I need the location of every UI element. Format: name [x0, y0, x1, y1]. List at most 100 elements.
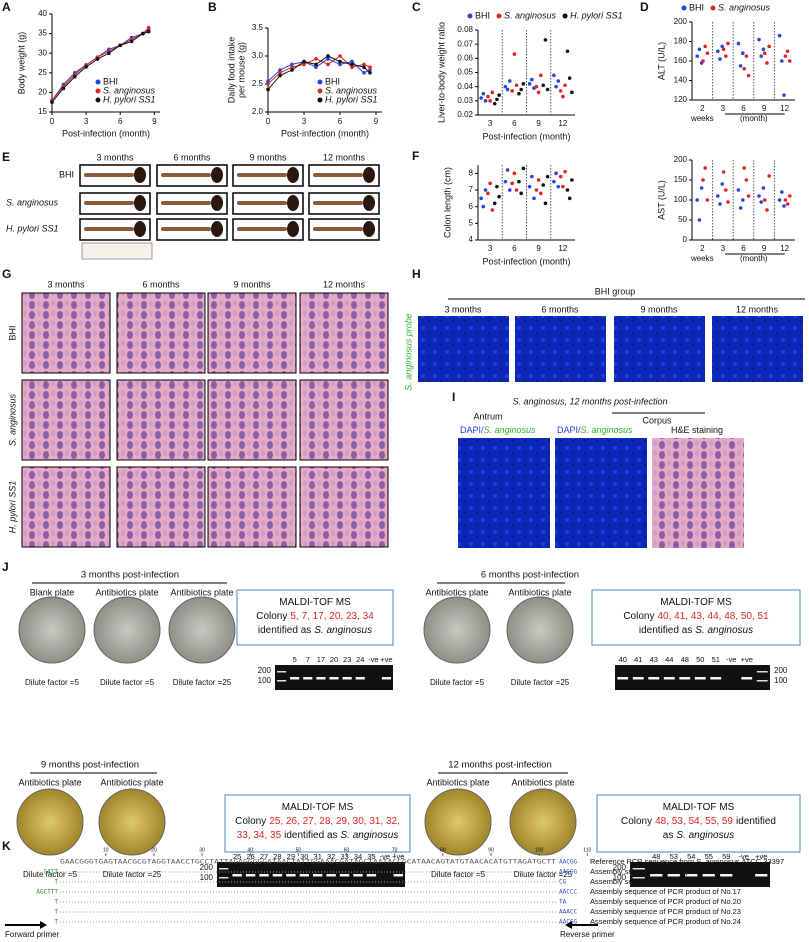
panel-label: G	[2, 267, 11, 281]
x-tick-label: 9	[762, 244, 767, 253]
dilute-label: Dilute factor =25	[511, 678, 570, 687]
dot	[510, 181, 514, 186]
ruler-label: 10	[103, 847, 109, 853]
group-title: BHI group	[595, 286, 636, 296]
point	[302, 59, 306, 64]
x-axis-title: Post-infection (month)	[482, 256, 570, 266]
point	[368, 68, 372, 72]
dot	[490, 90, 495, 95]
histology-image	[116, 292, 206, 374]
maldi-part: S. anginosus	[695, 625, 753, 636]
histology-image	[207, 379, 297, 461]
dot	[507, 79, 512, 83]
band	[245, 874, 256, 877]
dot	[742, 166, 746, 170]
maldi-part: 40, 41, 43, 44, 48, 50, 51	[657, 611, 769, 622]
cecum	[287, 195, 299, 211]
dot	[492, 201, 497, 206]
point	[350, 59, 354, 64]
dot	[759, 200, 764, 204]
x-tick-label: 3	[84, 117, 89, 126]
colon	[313, 173, 363, 177]
maldi-text: Colony 5, 7, 17, 20, 23, 34	[256, 611, 374, 622]
x-tick-label: 12	[558, 119, 567, 128]
dot	[721, 47, 726, 52]
y-tick-label: 0.02	[457, 110, 473, 119]
dot	[565, 49, 570, 54]
band	[381, 677, 392, 680]
y-tick-label: 0	[683, 235, 688, 244]
legend-label: S. anginosus	[504, 10, 557, 20]
dot	[736, 41, 741, 46]
point	[141, 31, 145, 36]
legend-marker	[317, 97, 323, 103]
dot	[723, 188, 728, 192]
maldi-part: identified as	[258, 625, 311, 636]
dot	[536, 178, 541, 182]
dot	[545, 87, 550, 92]
lane-label: 48	[652, 852, 660, 861]
panel-label: A	[2, 0, 11, 14]
right-fragment: AACGG	[559, 869, 577, 876]
marker-label: 100	[613, 873, 627, 882]
dot	[570, 90, 574, 95]
maldi-box	[591, 589, 801, 646]
maldi-text: identified as S. anginosus	[258, 625, 372, 636]
ruler-label: 30	[199, 847, 205, 853]
point	[278, 71, 282, 75]
band	[694, 677, 706, 680]
dilute-label: Dilute factor =5	[431, 870, 486, 879]
series-line	[51, 31, 149, 103]
dot	[539, 191, 543, 196]
point	[314, 65, 318, 69]
dot	[744, 178, 749, 182]
dot	[720, 44, 725, 49]
dot	[741, 198, 745, 202]
row-label: Reference PCR sequence from S. anginosus…	[590, 857, 784, 866]
y-tick-label: 160	[674, 56, 688, 65]
maldi-part: Colony	[256, 611, 287, 622]
row-label: Assembly sequence of PCR product of No.2…	[590, 917, 741, 926]
dot	[757, 194, 761, 198]
plate-label: Antibiotics plate	[511, 777, 574, 787]
histology-image	[21, 379, 111, 461]
lane-label: 35	[367, 852, 375, 861]
point	[266, 79, 270, 83]
point	[290, 62, 294, 67]
point	[350, 65, 354, 69]
lane-label: 34	[354, 852, 362, 861]
column-label: 3 months	[96, 152, 134, 162]
column-label: 12 months	[323, 279, 366, 289]
panel-title: S. anginosus, 12 months post-infection	[512, 396, 667, 406]
band	[339, 874, 350, 877]
colon	[161, 201, 211, 205]
dot	[561, 94, 565, 99]
band	[326, 874, 336, 877]
maldi-text: 33, 34, 35 identified as S. anginosus	[237, 830, 399, 841]
band	[685, 874, 698, 877]
left-fragment: T	[54, 899, 58, 906]
x-tick-label: 9	[762, 104, 767, 113]
legend-label: BHI	[103, 76, 118, 86]
point	[314, 57, 318, 61]
ladder-band	[632, 868, 645, 870]
series-line	[51, 29, 149, 101]
dot	[563, 83, 567, 88]
dot	[762, 198, 767, 202]
y-tick-label: 20	[38, 88, 47, 97]
maldi-part: identified	[736, 816, 776, 827]
dot	[718, 202, 722, 206]
dot	[532, 196, 536, 201]
column-label: 9 months	[640, 304, 678, 314]
dot	[558, 174, 563, 179]
dot	[514, 83, 519, 88]
legend-marker	[95, 88, 101, 94]
lane-label: 25	[233, 852, 241, 861]
dot	[738, 64, 743, 68]
lane-label: 48	[681, 655, 689, 664]
cecum	[211, 221, 223, 237]
ladder-band	[219, 877, 229, 879]
point	[338, 59, 342, 64]
